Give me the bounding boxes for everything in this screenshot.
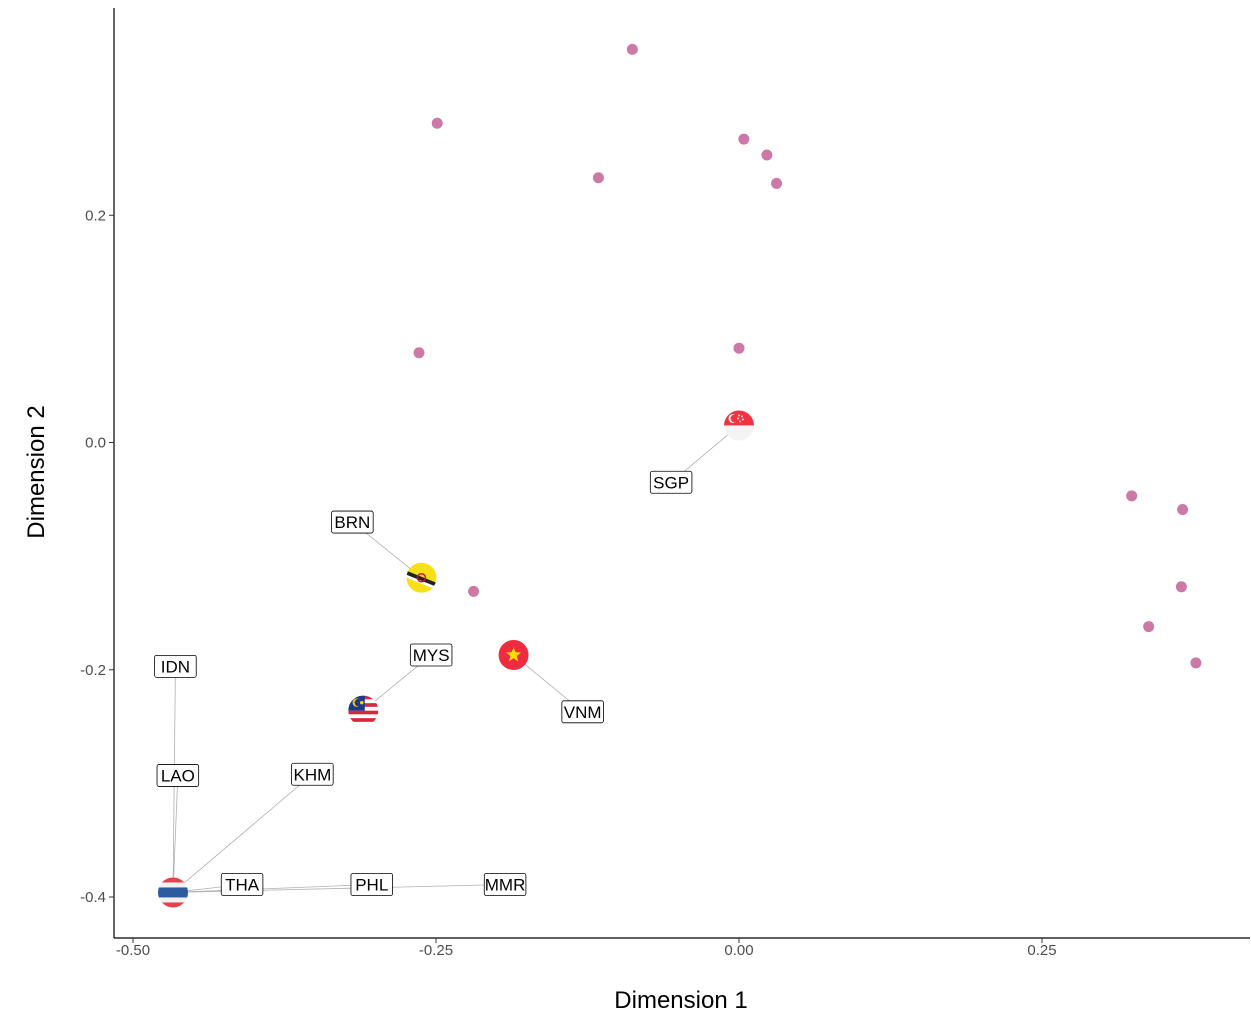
data-point <box>761 149 773 161</box>
y-tick-label: 0.2 <box>85 207 106 224</box>
data-point <box>413 347 425 359</box>
x-tick-label: 0.25 <box>1027 942 1056 959</box>
data-point <box>1143 621 1155 633</box>
vietnam-flag <box>498 639 529 670</box>
country-labels: SGP BRN VNM MYS IDN LAO KHM THA PHL MMR <box>154 470 693 896</box>
country-label-vnm: VNM <box>561 700 604 724</box>
y-tick-label: -0.2 <box>80 662 106 679</box>
country-label-tha: THA <box>220 873 264 896</box>
country-label-box <box>483 873 527 896</box>
data-point <box>1175 581 1187 593</box>
country-label-box <box>561 700 604 724</box>
country-label-sgp: SGP <box>649 470 693 494</box>
data-point <box>592 172 604 184</box>
data-point <box>1177 504 1189 516</box>
country-label-box <box>350 873 393 896</box>
axes: -0.50 -0.25 0.00 0.25 0.2 0.0 -0.2 -0.4 <box>80 8 1250 959</box>
country-label-box <box>156 764 200 787</box>
country-label-text: MMR <box>485 876 526 895</box>
y-tick-label: 0.0 <box>85 435 106 452</box>
country-label-phl: PHL <box>350 873 393 896</box>
data-point <box>1126 490 1138 502</box>
country-label-text: THA <box>225 876 260 895</box>
country-label-text: LAO <box>161 766 195 785</box>
thailand-flag <box>157 877 188 908</box>
y-axis-title: Dimension 2 <box>23 405 50 538</box>
country-label-mys: MYS <box>409 643 453 667</box>
country-label-box <box>649 470 693 494</box>
connector-line <box>172 775 179 893</box>
x-tick-label: -0.50 <box>116 942 150 959</box>
country-label-text: SGP <box>653 473 689 492</box>
brunei-flag <box>406 562 437 593</box>
country-label-box <box>220 873 264 896</box>
singapore-flag <box>724 410 754 441</box>
country-label-box <box>154 654 197 678</box>
country-label-idn: IDN <box>154 654 197 678</box>
data-point <box>468 585 480 597</box>
connector-line <box>172 773 313 893</box>
country-label-brn: BRN <box>331 510 374 534</box>
country-label-lao: LAO <box>156 764 200 787</box>
country-label-text: BRN <box>334 513 370 532</box>
country-label-mmr: MMR <box>483 873 527 896</box>
x-tick-label: -0.25 <box>419 942 453 959</box>
country-label-text: VNM <box>564 703 602 722</box>
country-label-box <box>291 762 334 786</box>
country-label-text: IDN <box>161 657 190 676</box>
x-axis-title: Dimension 1 <box>614 987 747 1009</box>
data-point <box>626 43 638 55</box>
data-point <box>1190 657 1202 669</box>
data-point <box>738 133 750 145</box>
country-label-khm: KHM <box>291 762 334 786</box>
data-point <box>431 117 443 129</box>
connector-line <box>172 884 372 893</box>
country-label-text: MYS <box>413 646 450 665</box>
label-connectors <box>172 425 740 893</box>
country-label-box <box>331 510 374 534</box>
data-points <box>413 43 1202 669</box>
data-point <box>733 342 745 354</box>
country-label-text: KHM <box>293 765 331 784</box>
x-tick-label: 0.00 <box>724 942 753 959</box>
data-point <box>771 177 783 189</box>
country-label-box <box>409 643 453 667</box>
country-flags <box>157 410 754 908</box>
y-tick-label: -0.4 <box>80 889 106 906</box>
country-label-text: PHL <box>355 876 388 895</box>
malaysia-flag <box>348 695 379 726</box>
